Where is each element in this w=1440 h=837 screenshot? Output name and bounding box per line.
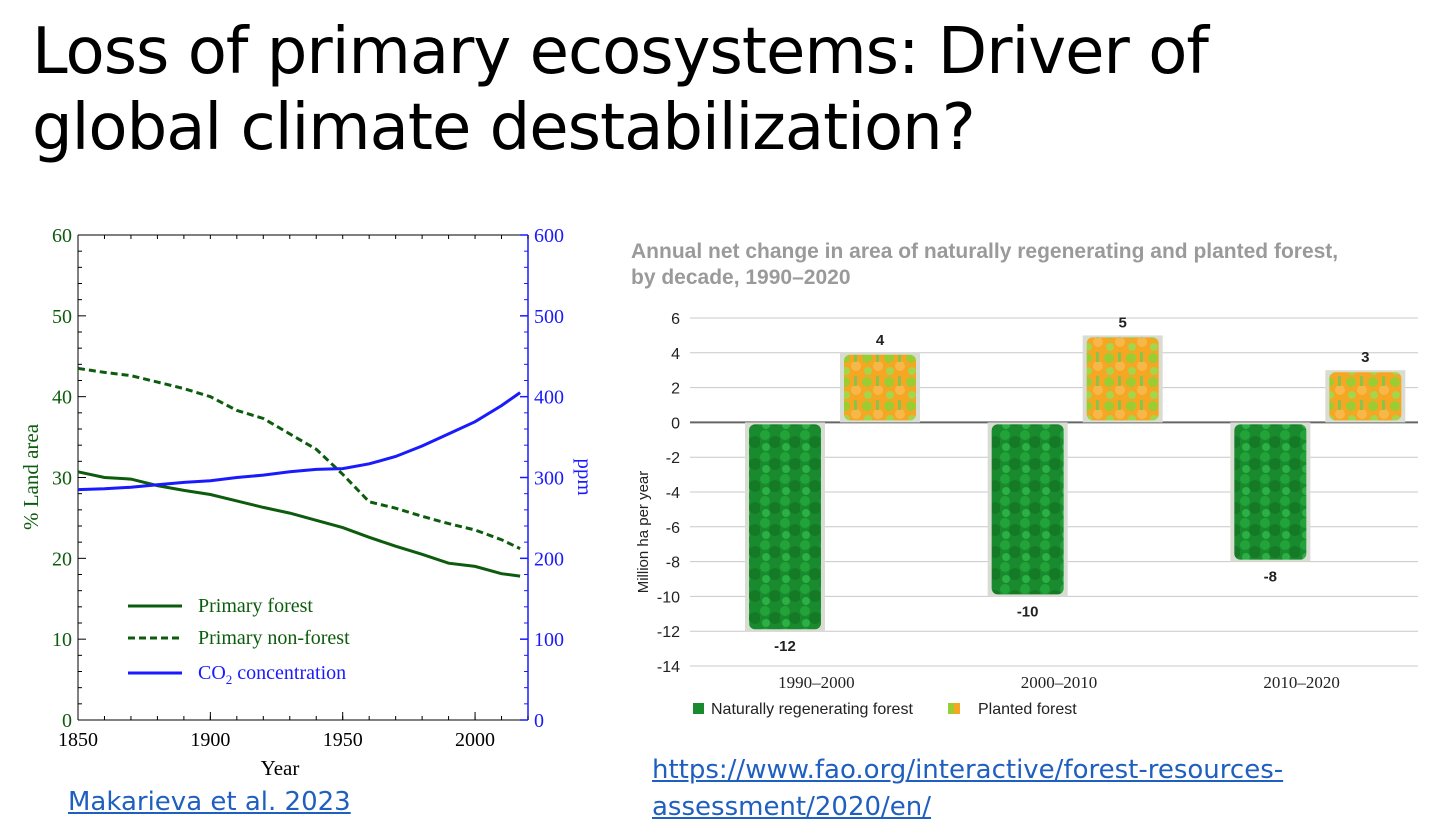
legend-swatch-planted-green bbox=[948, 703, 954, 714]
fao-url-link-line-1[interactable]: https://www.fao.org/interactive/forest-r… bbox=[652, 755, 1284, 785]
y-tick-label: 0 bbox=[671, 415, 680, 432]
y-tick-label: 60 bbox=[52, 225, 72, 247]
y2-tick-label: 500 bbox=[534, 306, 564, 328]
legend-label-planted: Planted forest bbox=[978, 701, 1077, 718]
left-y-axis-label: % Land area bbox=[19, 423, 43, 530]
right-chart-title-line-1: Annual net change in area of naturally r… bbox=[631, 240, 1338, 263]
slide-title-line-2: global climate destabilization? bbox=[32, 91, 976, 165]
right-chart-bars: -12 4 1990–2000 -10 5 2000–2010 -8 3 2010–2020 bbox=[745, 314, 1406, 692]
natural-forest-bar bbox=[749, 424, 821, 630]
slide-title: Loss of primary ecosystems: Driver of gl… bbox=[32, 14, 1412, 166]
right-y-axis-label: Million ha per year bbox=[635, 471, 652, 594]
y-tick-label: -14 bbox=[657, 659, 680, 676]
natural-bar-label: -10 bbox=[1017, 603, 1039, 620]
legend-label-primary-non-forest: Primary non-forest bbox=[198, 627, 350, 649]
category-label: 1990–2000 bbox=[778, 673, 855, 692]
forest-change-chart: Annual net change in area of naturally r… bbox=[631, 240, 1418, 718]
y-tick-label: 4 bbox=[671, 346, 680, 363]
citation-link[interactable]: Makarieva et al. 2023 bbox=[68, 787, 351, 817]
y-tick-label: -2 bbox=[666, 450, 680, 467]
y-tick-label: 2 bbox=[671, 381, 680, 398]
x-tick-label: 1850 bbox=[58, 729, 98, 751]
slide-title-line-1: Loss of primary ecosystems: Driver of bbox=[32, 15, 1209, 89]
series-line-1 bbox=[77, 366, 521, 550]
x-tick-label: 1900 bbox=[190, 729, 230, 751]
y-tick-label: 30 bbox=[52, 468, 72, 490]
left-chart-series bbox=[77, 366, 521, 578]
land-area-co2-chart: 1850 1900 1950 2000010203040506001002003004… bbox=[19, 225, 597, 780]
y2-tick-label: 600 bbox=[534, 225, 564, 247]
x-tick-label: 1950 bbox=[323, 729, 363, 751]
legend-label-natural: Naturally regenerating forest bbox=[711, 701, 913, 718]
category-label: 2000–2010 bbox=[1021, 673, 1098, 692]
y2-tick-label: 200 bbox=[534, 548, 564, 570]
legend-label-co2: CO2 concentration bbox=[198, 662, 346, 687]
right-chart-title-line-2: by decade, 1990–2020 bbox=[631, 266, 851, 289]
natural-forest-bar bbox=[991, 424, 1064, 595]
natural-forest-bar bbox=[1234, 424, 1307, 560]
natural-bar-label: -12 bbox=[774, 638, 796, 655]
planted-bar-label: 4 bbox=[876, 332, 885, 349]
right-y-axis-label: ppm bbox=[573, 458, 597, 495]
legend-swatch-planted-orange bbox=[954, 703, 960, 714]
y2-tick-label: 0 bbox=[534, 710, 544, 732]
y-tick-label: -4 bbox=[666, 485, 680, 502]
x-tick-label: 2000 bbox=[455, 729, 495, 751]
left-chart-axes: 1850 1900 1950 2000010203040506001002003004… bbox=[52, 225, 564, 751]
y-tick-label: 0 bbox=[62, 710, 72, 732]
y2-tick-label: 100 bbox=[534, 629, 564, 651]
planted-forest-bar bbox=[1329, 372, 1402, 421]
left-chart-legend: Primary forest Primary non-forest CO2 co… bbox=[128, 595, 350, 687]
y-tick-label: 10 bbox=[52, 629, 72, 651]
y2-tick-label: 300 bbox=[534, 468, 564, 490]
fao-url-link-line-2[interactable]: assessment/2020/en/ bbox=[652, 792, 932, 822]
legend-swatch-natural bbox=[693, 703, 704, 714]
y-tick-label: 50 bbox=[52, 306, 72, 328]
y-tick-label: 40 bbox=[52, 387, 72, 409]
natural-bar-label: -8 bbox=[1264, 569, 1277, 586]
left-x-axis-label: Year bbox=[261, 756, 300, 780]
y-tick-label: 20 bbox=[52, 548, 72, 570]
y-tick-label: -10 bbox=[657, 589, 680, 606]
category-label: 2010–2020 bbox=[1263, 673, 1340, 692]
planted-bar-label: 5 bbox=[1118, 314, 1126, 331]
series-line-2 bbox=[77, 391, 521, 492]
y2-tick-label: 400 bbox=[534, 387, 564, 409]
planted-forest-bar bbox=[844, 354, 916, 421]
y-tick-label: -8 bbox=[666, 555, 680, 572]
y-tick-label: -12 bbox=[657, 624, 680, 641]
legend-label-primary-forest: Primary forest bbox=[198, 595, 313, 617]
right-chart-legend: Naturally regenerating forest Planted fo… bbox=[693, 701, 1077, 718]
planted-forest-bar bbox=[1086, 337, 1159, 421]
y-tick-label: -6 bbox=[666, 520, 680, 537]
y-tick-label: 6 bbox=[671, 311, 680, 328]
planted-bar-label: 3 bbox=[1361, 349, 1369, 366]
